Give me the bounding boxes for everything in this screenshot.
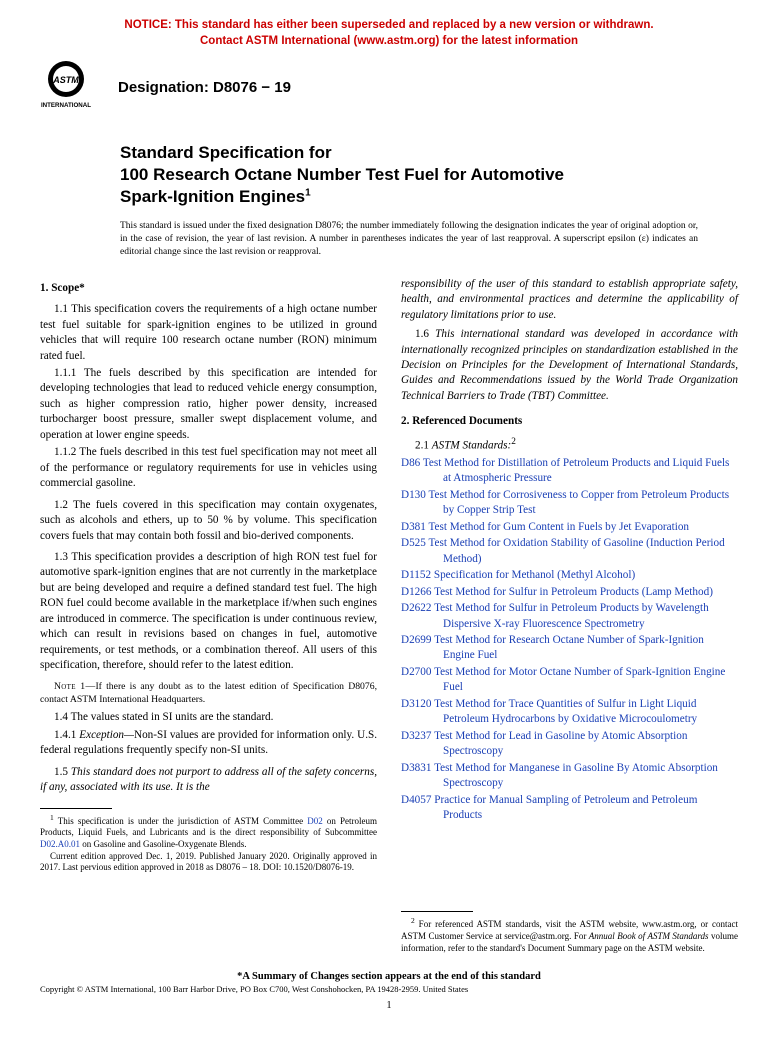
reference-link[interactable]: D3237 (401, 730, 431, 742)
reference-link[interactable]: D3831 (401, 762, 431, 774)
svg-text:INTERNATIONAL: INTERNATIONAL (41, 102, 91, 109)
section-2-heading: 2. Referenced Documents (401, 414, 738, 429)
page-number: 1 (40, 1000, 738, 1011)
title-line-1: Standard Specification for (120, 143, 332, 162)
reference-item: D2699 Test Method for Research Octane Nu… (401, 633, 738, 664)
footnote-1b: Current edition approved Dec. 1, 2019. P… (40, 851, 377, 874)
para-1-1-2: 1.1.2 The fuels described in this test f… (40, 445, 377, 491)
standard-title: Standard Specification for 100 Research … (120, 142, 738, 208)
para-1-1-1: 1.1.1 The fuels described by this specif… (40, 366, 377, 443)
reference-title: Specification for Methanol (Methyl Alcoh… (431, 569, 635, 581)
para-1-4-1: 1.4.1 Exception—Non-SI values are provid… (40, 728, 377, 759)
reference-link[interactable]: D2700 (401, 666, 431, 678)
reference-item: D86 Test Method for Distillation of Petr… (401, 456, 738, 487)
title-footnote-ref: 1 (305, 188, 311, 199)
footnote-rule-left (40, 808, 112, 809)
copyright-line: Copyright © ASTM International, 100 Barr… (40, 984, 738, 994)
reference-item: D3120 Test Method for Trace Quantities o… (401, 697, 738, 728)
reference-title: Test Method for Oxidation Stability of G… (426, 537, 725, 564)
reference-title: Test Method for Trace Quantities of Sulf… (431, 698, 697, 725)
column-left: 1. Scope* 1.1 This specification covers … (40, 277, 377, 955)
issuance-note: This standard is issued under the fixed … (120, 220, 738, 258)
column-right: responsibility of the user of this stand… (401, 277, 738, 955)
reference-title: Test Method for Corrosiveness to Copper … (426, 489, 729, 516)
reference-link[interactable]: D130 (401, 489, 426, 501)
svg-text:ASTM: ASTM (52, 75, 79, 85)
notice-banner: NOTICE: This standard has either been su… (40, 18, 738, 49)
para-1-5: 1.5 This standard does not purport to ad… (40, 765, 377, 796)
reference-title: Test Method for Sulfur in Petroleum Prod… (431, 586, 712, 598)
reference-item: D3831 Test Method for Manganese in Gasol… (401, 761, 738, 792)
reference-item: D3237 Test Method for Lead in Gasoline b… (401, 729, 738, 760)
body-columns: 1. Scope* 1.1 This specification covers … (40, 277, 738, 955)
reference-item: D2622 Test Method for Sulfur in Petroleu… (401, 601, 738, 632)
footnote-2: 2 For referenced ASTM standards, visit t… (401, 916, 738, 954)
footnote-1: 1 This specification is under the jurisd… (40, 813, 377, 851)
reference-link[interactable]: D2622 (401, 602, 431, 614)
document-page: NOTICE: This standard has either been su… (0, 0, 778, 1031)
reference-title: Test Method for Manganese in Gasoline By… (431, 762, 717, 789)
reference-title: Practice for Manual Sampling of Petroleu… (431, 794, 697, 821)
link-d02[interactable]: D02 (307, 816, 323, 826)
designation: Designation: D8076 − 19 (118, 77, 291, 96)
para-1-4: 1.4 The values stated in SI units are th… (40, 710, 377, 725)
reference-link[interactable]: D3120 (401, 698, 431, 710)
reference-link[interactable]: D1266 (401, 586, 431, 598)
reference-link[interactable]: D1152 (401, 569, 431, 581)
reference-link[interactable]: D381 (401, 521, 426, 533)
reference-link[interactable]: D2699 (401, 634, 431, 646)
title-line-3: Spark-Ignition Engines (120, 187, 305, 206)
note-1-label: Note 1— (54, 681, 95, 692)
reference-item: D4057 Practice for Manual Sampling of Pe… (401, 793, 738, 824)
notice-line-2: Contact ASTM International (www.astm.org… (200, 35, 578, 47)
reference-title: Test Method for Distillation of Petroleu… (420, 457, 729, 484)
reference-item: D1152 Specification for Methanol (Methyl… (401, 568, 738, 583)
note-1: Note 1—If there is any doubt as to the l… (40, 680, 377, 707)
reference-link[interactable]: D525 (401, 537, 426, 549)
reference-title: Test Method for Motor Octane Number of S… (431, 666, 725, 693)
title-line-2: 100 Research Octane Number Test Fuel for… (120, 165, 564, 184)
reference-link[interactable]: D86 (401, 457, 420, 469)
para-1-6: 1.6 This international standard was deve… (401, 327, 738, 404)
reference-title: Test Method for Gum Content in Fuels by … (426, 521, 689, 533)
reference-title: Test Method for Sulfur in Petroleum Prod… (431, 602, 708, 629)
para-1-3: 1.3 This specification provides a descri… (40, 550, 377, 674)
reference-item: D130 Test Method for Corrosiveness to Co… (401, 488, 738, 519)
reference-item: D525 Test Method for Oxidation Stability… (401, 536, 738, 567)
footnote-rule-right (401, 911, 473, 912)
reference-title: Test Method for Lead in Gasoline by Atom… (431, 730, 687, 757)
title-block: Standard Specification for 100 Research … (120, 142, 738, 208)
notice-line-1: NOTICE: This standard has either been su… (124, 19, 653, 31)
reference-list: D86 Test Method for Distillation of Petr… (401, 456, 738, 823)
reference-title: Test Method for Research Octane Number o… (431, 634, 703, 661)
para-2-1: 2.1 ASTM Standards:2 (401, 436, 738, 454)
reference-link[interactable]: D4057 (401, 794, 431, 806)
reference-item: D381 Test Method for Gum Content in Fuel… (401, 520, 738, 535)
para-1-1: 1.1 This specification covers the requir… (40, 302, 377, 364)
reference-item: D2700 Test Method for Motor Octane Numbe… (401, 665, 738, 696)
header-row: ASTM INTERNATIONAL Designation: D8076 − … (40, 59, 738, 114)
section-1-heading: 1. Scope* (40, 281, 377, 296)
reference-item: D1266 Test Method for Sulfur in Petroleu… (401, 585, 738, 600)
link-d02a001[interactable]: D02.A0.01 (40, 839, 80, 849)
astm-logo: ASTM INTERNATIONAL (40, 59, 104, 114)
para-1-2: 1.2 The fuels covered in this specificat… (40, 498, 377, 544)
summary-of-changes-note: *A Summary of Changes section appears at… (40, 971, 738, 982)
para-1-5-cont: responsibility of the user of this stand… (401, 277, 738, 323)
